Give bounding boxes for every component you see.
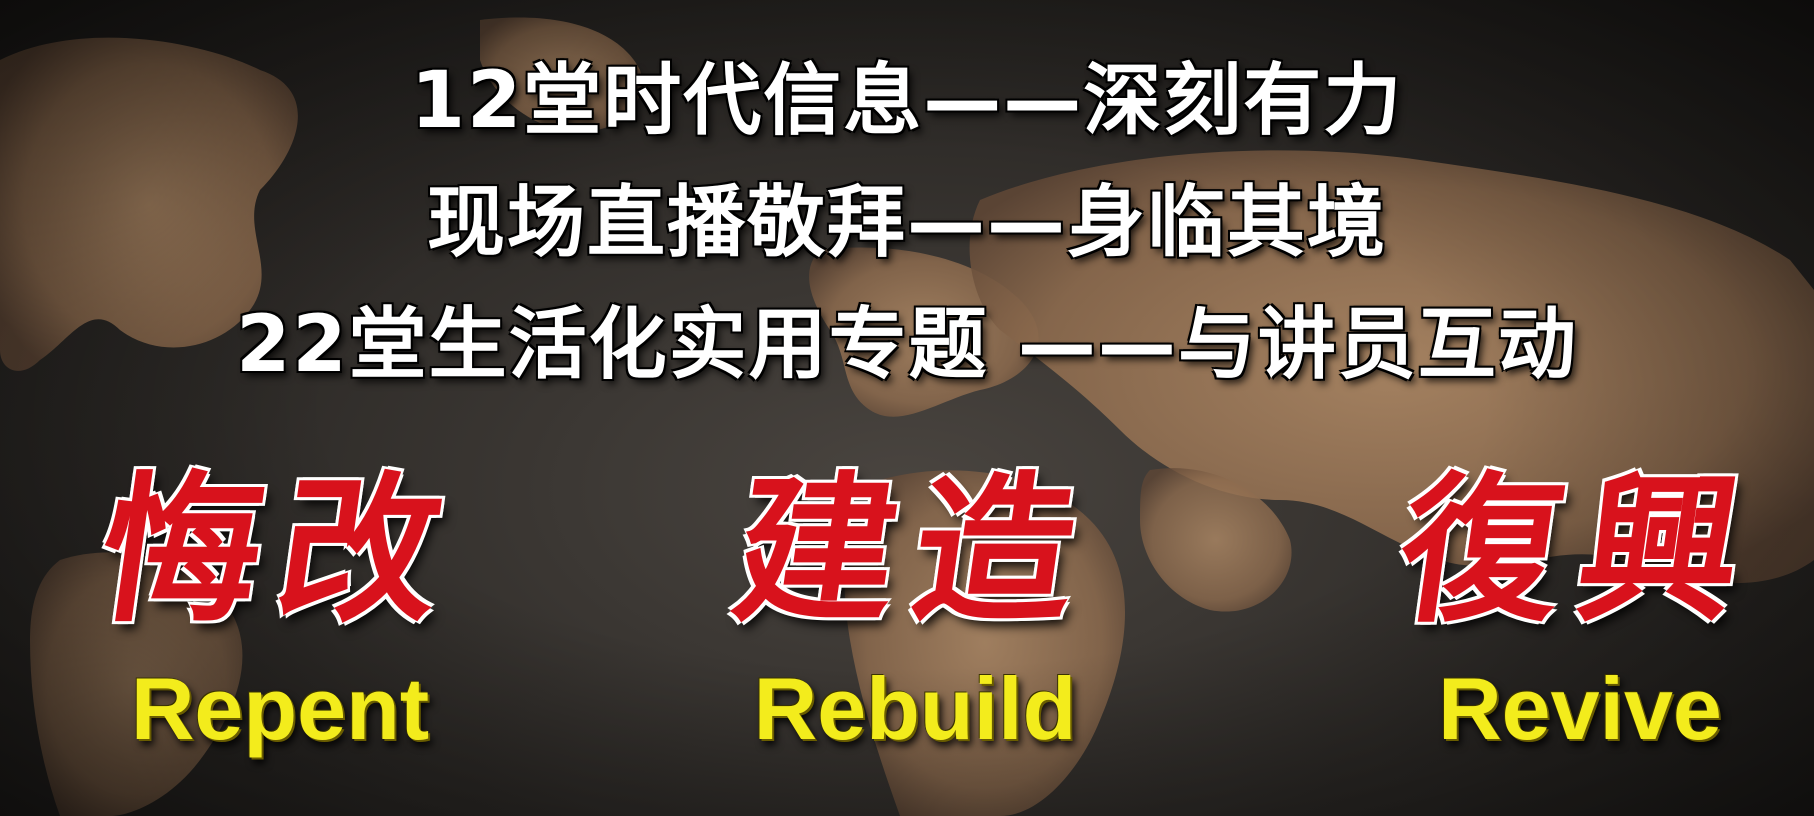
pillar-english-title: Repent <box>130 659 430 758</box>
pillar-rebuild: 建造 Rebuild <box>655 456 1175 790</box>
headline-line-3: 22堂生活化实用专题 ——与讲员互动 <box>236 300 1578 390</box>
pillar-revive: 復興 Revive <box>1320 456 1814 790</box>
pillar-english-title: Rebuild <box>753 659 1077 758</box>
headline-line-2: 现场直播敬拜——身临其境 <box>426 178 1387 268</box>
pillar-chinese-title: 建造 <box>723 456 1107 644</box>
pillar-chinese-title: 復興 <box>1388 456 1772 644</box>
pillar-repent: 悔改 Repent <box>20 456 540 790</box>
pillar-chinese-title: 悔改 <box>88 456 472 644</box>
pillar-english-title: Revive <box>1438 659 1722 758</box>
headline-line-1: 12堂时代信息——深刻有力 <box>410 56 1404 146</box>
